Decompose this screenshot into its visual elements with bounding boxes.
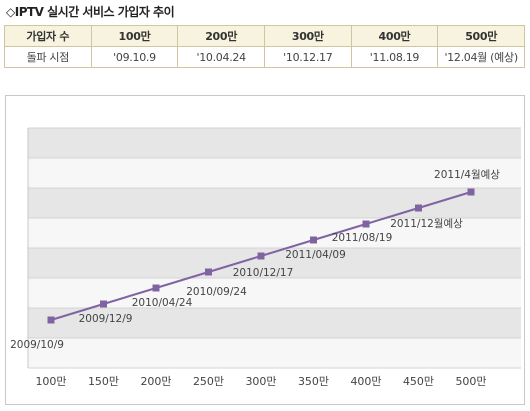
x-tick-label: 100만 — [35, 375, 66, 388]
date-cell: '09.10.9 — [90, 46, 179, 68]
table-row: 돌파 시점 '09.10.9 '10.04.24 '10.12.17 '11.0… — [4, 46, 525, 68]
data-label: 2011/4월예상 — [434, 168, 500, 181]
data-label: 2011/04/09 — [285, 249, 346, 261]
data-point — [257, 252, 265, 260]
page-title: ◇IPTV 실시간 서비스 가입자 추이 — [6, 5, 175, 19]
data-point — [415, 204, 422, 212]
data-label: 2010/09/24 — [186, 286, 247, 298]
header-cell: 400만 — [350, 25, 439, 47]
date-cell: '12.04월 (예상) — [437, 46, 525, 68]
data-label: 2011/08/19 — [332, 232, 393, 244]
grid-band — [28, 188, 521, 218]
grid-band — [28, 338, 521, 368]
data-label: 2011/12월예상 — [390, 217, 463, 230]
table-header-row: 가입자 수 100만 200만 300만 400만 500만 — [4, 25, 525, 47]
grid-band — [28, 308, 521, 338]
x-tick-label: 450만 — [403, 375, 434, 388]
data-point — [310, 236, 317, 244]
x-tick-label: 200만 — [140, 375, 171, 388]
header-cell: 100만 — [90, 25, 179, 47]
x-tick-label: 350만 — [298, 375, 329, 388]
header-cell: 500만 — [437, 25, 525, 47]
x-tick-label: 400만 — [350, 375, 381, 388]
header-cell: 300만 — [263, 25, 352, 47]
subscriber-milestone-table: 가입자 수 100만 200만 300만 400만 500만 돌파 시점 '09… — [4, 25, 525, 68]
x-tick-label: 500만 — [455, 375, 486, 388]
data-point — [467, 188, 475, 196]
data-point — [47, 316, 55, 324]
date-cell: '10.04.24 — [177, 46, 265, 68]
date-cell: '11.08.19 — [350, 46, 439, 68]
x-tick-label: 150만 — [88, 375, 119, 388]
data-label: 2009/12/9 — [79, 313, 133, 325]
data-point — [362, 220, 370, 228]
x-tick-label: 250만 — [193, 375, 224, 388]
data-label: 2010/04/24 — [132, 297, 193, 309]
x-tick-label: 300만 — [245, 375, 276, 388]
grid-band — [28, 128, 521, 158]
data-label: 2010/12/17 — [233, 267, 294, 279]
data-point — [152, 284, 160, 292]
header-cell: 가입자 수 — [4, 25, 92, 47]
data-point — [100, 300, 107, 308]
grid-band — [28, 248, 521, 278]
chart-container: 2009/10/9 2009/12/9 2010/04/24 2010/09/24 20… — [5, 95, 525, 405]
grid-band — [28, 158, 521, 188]
date-cell: '10.12.17 — [263, 46, 352, 68]
data-label: 2009/10/9 — [10, 339, 64, 351]
grid-band — [28, 218, 521, 248]
row-label-cell: 돌파 시점 — [4, 46, 92, 68]
data-point — [205, 268, 212, 276]
header-cell: 200만 — [177, 25, 265, 47]
